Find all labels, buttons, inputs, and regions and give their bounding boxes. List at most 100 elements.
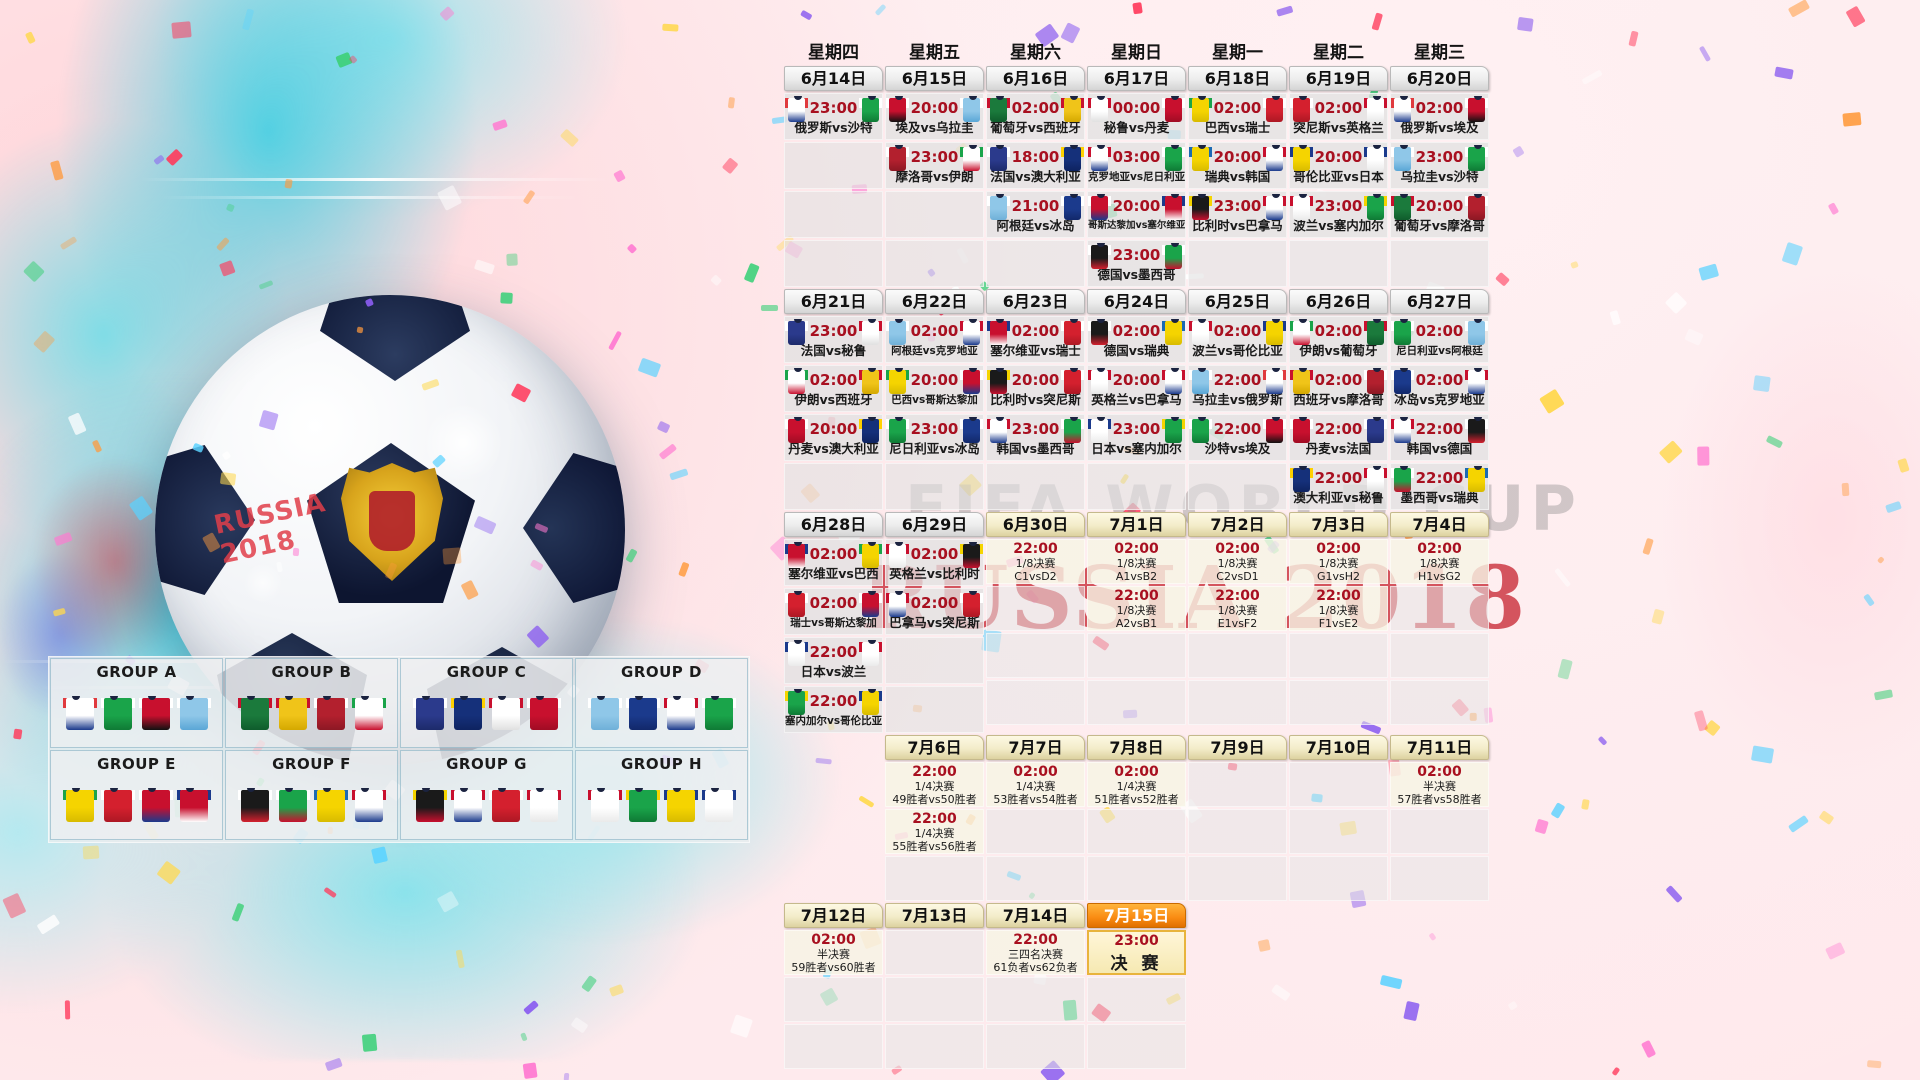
group-box-group-f[interactable]: GROUP F xyxy=(225,750,398,840)
match-cell[interactable]: 22:00 沙特vs埃及 xyxy=(1188,414,1287,461)
match-cell[interactable]: 02:00 西班牙vs摩洛哥 xyxy=(1289,365,1388,412)
knockout-match-cell[interactable]: 22:00 1/4决赛 55胜者vs56胜者 xyxy=(885,809,984,854)
match-cell[interactable]: 23:00 尼日利亚vs冰岛 xyxy=(885,414,984,461)
date-label-7月2日[interactable]: 7月2日 xyxy=(1188,512,1287,537)
date-label-6月14日[interactable]: 6月14日 xyxy=(784,66,883,91)
match-cell[interactable]: 20:00 哥斯达黎加vs塞尔维亚 xyxy=(1087,191,1186,238)
match-cell[interactable]: 22:00 塞内加尔vs哥伦比亚 xyxy=(784,686,883,733)
match-cell[interactable]: 20:00 埃及vs乌拉圭 xyxy=(885,93,984,140)
date-label-7月14日[interactable]: 7月14日 xyxy=(986,903,1085,928)
match-cell[interactable]: 02:00 塞尔维亚vs巴西 xyxy=(784,539,883,586)
date-label-7月8日[interactable]: 7月8日 xyxy=(1087,735,1186,760)
date-label-7月4日[interactable]: 7月4日 xyxy=(1390,512,1489,537)
date-label-6月15日[interactable]: 6月15日 xyxy=(885,66,984,91)
match-cell[interactable]: 23:00 韩国vs墨西哥 xyxy=(986,414,1085,461)
match-cell[interactable]: 02:00 冰岛vs克罗地亚 xyxy=(1390,365,1489,412)
match-cell[interactable]: 23:00 法国vs秘鲁 xyxy=(784,316,883,363)
date-label-6月24日[interactable]: 6月24日 xyxy=(1087,289,1186,314)
date-label-6月16日[interactable]: 6月16日 xyxy=(986,66,1085,91)
match-cell[interactable]: 02:00 俄罗斯vs埃及 xyxy=(1390,93,1489,140)
match-cell[interactable]: 02:00 波兰vs哥伦比亚 xyxy=(1188,316,1287,363)
knockout-match-cell[interactable]: 22:00 三四名决赛 61负者vs62负者 xyxy=(986,930,1085,975)
date-label-6月29日[interactable]: 6月29日 xyxy=(885,512,984,537)
match-cell[interactable]: 20:00 瑞典vs韩国 xyxy=(1188,142,1287,189)
match-cell[interactable]: 23:00 乌拉圭vs沙特 xyxy=(1390,142,1489,189)
match-cell[interactable]: 22:00 澳大利亚vs秘鲁 xyxy=(1289,463,1388,510)
date-label-6月30日[interactable]: 6月30日 xyxy=(986,512,1085,537)
knockout-match-cell[interactable]: 02:00 半决赛 59胜者vs60胜者 xyxy=(784,930,883,975)
group-box-group-a[interactable]: GROUP A xyxy=(50,658,223,748)
match-cell[interactable]: 23:00 日本vs塞内加尔 xyxy=(1087,414,1186,461)
date-label-7月11日[interactable]: 7月11日 xyxy=(1390,735,1489,760)
match-cell[interactable]: 20:00 丹麦vs澳大利亚 xyxy=(784,414,883,461)
match-cell[interactable]: 20:00 比利时vs突尼斯 xyxy=(986,365,1085,412)
match-cell[interactable]: 20:00 葡萄牙vs摩洛哥 xyxy=(1390,191,1489,238)
match-cell[interactable]: 02:00 英格兰vs比利时 xyxy=(885,539,984,586)
match-cell[interactable]: 22:00 乌拉圭vs俄罗斯 xyxy=(1188,365,1287,412)
knockout-match-cell[interactable]: 02:00 1/4决赛 51胜者vs52胜者 xyxy=(1087,762,1186,807)
date-label-7月6日[interactable]: 7月6日 xyxy=(885,735,984,760)
match-cell[interactable]: 22:00 墨西哥vs瑞典 xyxy=(1390,463,1489,510)
knockout-match-cell[interactable]: 02:00 1/8决赛 C2vsD1 xyxy=(1188,539,1287,584)
match-cell[interactable]: 02:00 伊朗vs西班牙 xyxy=(784,365,883,412)
match-cell[interactable]: 03:00 克罗地亚vs尼日利亚 xyxy=(1087,142,1186,189)
match-cell[interactable]: 02:00 尼日利亚vs阿根廷 xyxy=(1390,316,1489,363)
date-label-6月25日[interactable]: 6月25日 xyxy=(1188,289,1287,314)
knockout-match-cell[interactable]: 02:00 1/8决赛 G1vsH2 xyxy=(1289,539,1388,584)
date-label-7月10日[interactable]: 7月10日 xyxy=(1289,735,1388,760)
date-label-6月23日[interactable]: 6月23日 xyxy=(986,289,1085,314)
match-cell[interactable]: 22:00 日本vs波兰 xyxy=(784,637,883,684)
date-label-6月20日[interactable]: 6月20日 xyxy=(1390,66,1489,91)
date-label-7月12日[interactable]: 7月12日 xyxy=(784,903,883,928)
match-cell[interactable]: 02:00 瑞士vs哥斯达黎加 xyxy=(784,588,883,635)
final-match-cell[interactable]: 23:00 决 赛 xyxy=(1087,930,1186,975)
knockout-match-cell[interactable]: 22:00 1/8决赛 E1vsF2 xyxy=(1188,586,1287,631)
match-cell[interactable]: 02:00 伊朗vs葡萄牙 xyxy=(1289,316,1388,363)
match-cell[interactable]: 02:00 巴拿马vs突尼斯 xyxy=(885,588,984,635)
date-label-7月1日[interactable]: 7月1日 xyxy=(1087,512,1186,537)
date-label-7月15日[interactable]: 7月15日 xyxy=(1087,903,1186,928)
date-label-7月7日[interactable]: 7月7日 xyxy=(986,735,1085,760)
group-box-group-g[interactable]: GROUP G xyxy=(400,750,573,840)
match-cell[interactable]: 18:00 法国vs澳大利亚 xyxy=(986,142,1085,189)
match-cell[interactable]: 22:00 丹麦vs法国 xyxy=(1289,414,1388,461)
date-label-6月28日[interactable]: 6月28日 xyxy=(784,512,883,537)
match-cell[interactable]: 22:00 韩国vs德国 xyxy=(1390,414,1489,461)
match-cell[interactable]: 02:00 德国vs瑞典 xyxy=(1087,316,1186,363)
match-cell[interactable]: 20:00 巴西vs哥斯达黎加 xyxy=(885,365,984,412)
group-box-group-b[interactable]: GROUP B xyxy=(225,658,398,748)
match-cell[interactable]: 23:00 比利时vs巴拿马 xyxy=(1188,191,1287,238)
group-box-group-h[interactable]: GROUP H xyxy=(575,750,748,840)
knockout-match-cell[interactable]: 22:00 1/8决赛 A2vsB1 xyxy=(1087,586,1186,631)
match-cell[interactable]: 20:00 哥伦比亚vs日本 xyxy=(1289,142,1388,189)
match-cell[interactable]: 02:00 塞尔维亚vs瑞士 xyxy=(986,316,1085,363)
match-cell[interactable]: 02:00 巴西vs瑞士 xyxy=(1188,93,1287,140)
match-cell[interactable]: 21:00 阿根廷vs冰岛 xyxy=(986,191,1085,238)
match-cell[interactable]: 02:00 葡萄牙vs西班牙 xyxy=(986,93,1085,140)
knockout-match-cell[interactable]: 22:00 1/4决赛 49胜者vs50胜者 xyxy=(885,762,984,807)
knockout-match-cell[interactable]: 02:00 1/8决赛 H1vsG2 xyxy=(1390,539,1489,584)
date-label-7月9日[interactable]: 7月9日 xyxy=(1188,735,1287,760)
knockout-match-cell[interactable]: 02:00 1/8决赛 A1vsB2 xyxy=(1087,539,1186,584)
date-label-6月22日[interactable]: 6月22日 xyxy=(885,289,984,314)
match-cell[interactable]: 23:00 俄罗斯vs沙特 xyxy=(784,93,883,140)
match-cell[interactable]: 23:00 德国vs墨西哥 xyxy=(1087,240,1186,287)
match-cell[interactable]: 23:00 波兰vs塞内加尔 xyxy=(1289,191,1388,238)
date-label-6月17日[interactable]: 6月17日 xyxy=(1087,66,1186,91)
knockout-match-cell[interactable]: 22:00 1/8决赛 C1vsD2 xyxy=(986,539,1085,584)
date-label-7月3日[interactable]: 7月3日 xyxy=(1289,512,1388,537)
match-cell[interactable]: 02:00 阿根廷vs克罗地亚 xyxy=(885,316,984,363)
date-label-6月21日[interactable]: 6月21日 xyxy=(784,289,883,314)
match-cell[interactable]: 02:00 突尼斯vs英格兰 xyxy=(1289,93,1388,140)
knockout-match-cell[interactable]: 22:00 1/8决赛 F1vsE2 xyxy=(1289,586,1388,631)
knockout-match-cell[interactable]: 02:00 1/4决赛 53胜者vs54胜者 xyxy=(986,762,1085,807)
date-label-6月26日[interactable]: 6月26日 xyxy=(1289,289,1388,314)
match-cell[interactable]: 23:00 摩洛哥vs伊朗 xyxy=(885,142,984,189)
match-cell[interactable]: 00:00 秘鲁vs丹麦 xyxy=(1087,93,1186,140)
date-label-7月13日[interactable]: 7月13日 xyxy=(885,903,984,928)
date-label-6月27日[interactable]: 6月27日 xyxy=(1390,289,1489,314)
group-box-group-e[interactable]: GROUP E xyxy=(50,750,223,840)
knockout-match-cell[interactable]: 02:00 半决赛 57胜者vs58胜者 xyxy=(1390,762,1489,807)
group-box-group-d[interactable]: GROUP D xyxy=(575,658,748,748)
date-label-6月18日[interactable]: 6月18日 xyxy=(1188,66,1287,91)
